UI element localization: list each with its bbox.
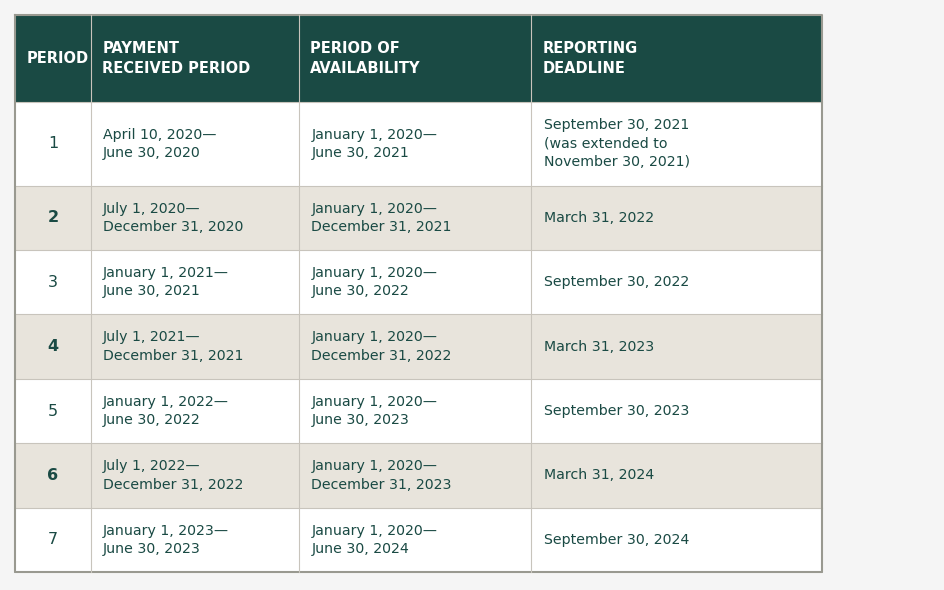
Bar: [91, 102, 298, 186]
Text: July 1, 2022—
December 31, 2022: July 1, 2022— December 31, 2022: [103, 459, 244, 491]
Text: July 1, 2020—
December 31, 2020: July 1, 2020— December 31, 2020: [103, 202, 244, 234]
Bar: [91, 250, 298, 314]
Bar: [15, 443, 91, 507]
Bar: [298, 15, 531, 102]
Bar: [15, 379, 91, 443]
Bar: [298, 102, 531, 186]
Text: September 30, 2022: September 30, 2022: [543, 275, 688, 289]
Bar: [91, 379, 298, 443]
Bar: [15, 314, 91, 379]
Bar: [531, 102, 821, 186]
Text: PERIOD: PERIOD: [26, 51, 89, 66]
Bar: [15, 250, 91, 314]
Bar: [91, 443, 298, 507]
Bar: [531, 379, 821, 443]
Bar: [298, 250, 531, 314]
Bar: [15, 15, 821, 572]
Text: January 1, 2023—
June 30, 2023: January 1, 2023— June 30, 2023: [103, 523, 229, 556]
Bar: [15, 102, 91, 186]
Bar: [15, 15, 91, 102]
Bar: [298, 186, 531, 250]
Bar: [15, 507, 91, 572]
Text: March 31, 2023: March 31, 2023: [543, 340, 653, 353]
Bar: [531, 250, 821, 314]
Text: January 1, 2020—
December 31, 2023: January 1, 2020— December 31, 2023: [311, 459, 451, 491]
Text: 1: 1: [48, 136, 58, 151]
Bar: [298, 507, 531, 572]
Text: September 30, 2023: September 30, 2023: [543, 404, 688, 418]
Text: January 1, 2020—
June 30, 2022: January 1, 2020— June 30, 2022: [311, 266, 437, 299]
Text: January 1, 2020—
December 31, 2021: January 1, 2020— December 31, 2021: [311, 202, 451, 234]
Text: 5: 5: [48, 404, 58, 418]
Text: April 10, 2020—
June 30, 2020: April 10, 2020— June 30, 2020: [103, 127, 216, 160]
Text: 3: 3: [48, 275, 58, 290]
Text: September 30, 2024: September 30, 2024: [543, 533, 688, 547]
Text: 4: 4: [47, 339, 59, 354]
Text: January 1, 2021—
June 30, 2021: January 1, 2021— June 30, 2021: [103, 266, 228, 299]
Text: September 30, 2021
(was extended to
November 30, 2021): September 30, 2021 (was extended to Nove…: [543, 119, 689, 169]
Text: 2: 2: [47, 211, 59, 225]
Text: March 31, 2024: March 31, 2024: [543, 468, 653, 483]
Text: PAYMENT
RECEIVED PERIOD: PAYMENT RECEIVED PERIOD: [102, 41, 250, 76]
Bar: [531, 15, 821, 102]
Text: January 1, 2020—
December 31, 2022: January 1, 2020— December 31, 2022: [311, 330, 451, 363]
Text: January 1, 2020—
June 30, 2021: January 1, 2020— June 30, 2021: [311, 127, 437, 160]
Bar: [531, 443, 821, 507]
Text: January 1, 2020—
June 30, 2023: January 1, 2020— June 30, 2023: [311, 395, 437, 427]
Bar: [298, 379, 531, 443]
Text: PERIOD OF
AVAILABILITY: PERIOD OF AVAILABILITY: [310, 41, 420, 76]
Bar: [91, 314, 298, 379]
Text: July 1, 2021—
December 31, 2021: July 1, 2021— December 31, 2021: [103, 330, 244, 363]
Text: January 1, 2022—
June 30, 2022: January 1, 2022— June 30, 2022: [103, 395, 228, 427]
Bar: [531, 507, 821, 572]
Text: 7: 7: [48, 532, 58, 548]
Text: March 31, 2022: March 31, 2022: [543, 211, 653, 225]
Bar: [531, 186, 821, 250]
Text: January 1, 2020—
June 30, 2024: January 1, 2020— June 30, 2024: [311, 523, 437, 556]
Bar: [91, 507, 298, 572]
Bar: [15, 186, 91, 250]
Bar: [91, 15, 298, 102]
Bar: [298, 314, 531, 379]
Text: 6: 6: [47, 468, 59, 483]
Bar: [298, 443, 531, 507]
Bar: [531, 314, 821, 379]
Text: REPORTING
DEADLINE: REPORTING DEADLINE: [542, 41, 637, 76]
Bar: [91, 186, 298, 250]
